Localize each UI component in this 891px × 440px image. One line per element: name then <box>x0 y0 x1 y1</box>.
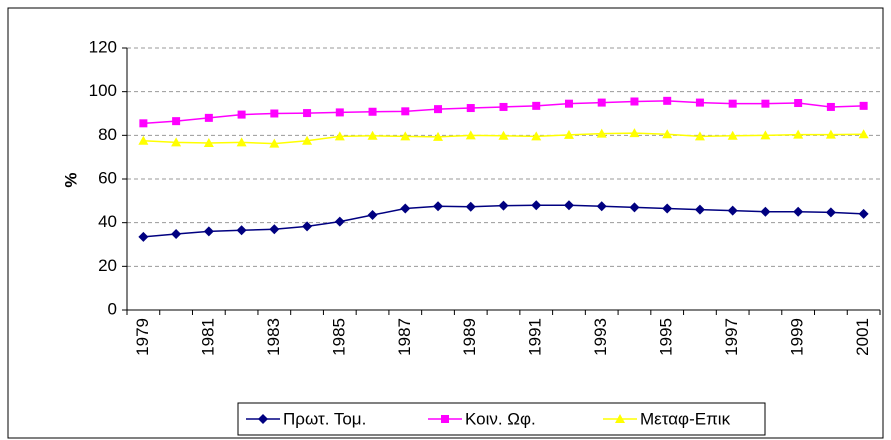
data-point <box>760 130 771 140</box>
data-point <box>334 131 345 141</box>
x-tick-label: 1985 <box>329 318 348 356</box>
data-point <box>302 135 313 145</box>
data-point <box>269 224 280 235</box>
data-point <box>203 137 214 147</box>
data-point <box>630 97 639 106</box>
y-tick-label: 20 <box>98 256 117 275</box>
data-point <box>368 107 377 116</box>
x-tick-label: 1993 <box>591 318 610 356</box>
data-point <box>728 99 737 108</box>
data-point <box>858 129 869 139</box>
legend-marker <box>615 414 625 423</box>
x-tick-label: 1981 <box>198 318 217 356</box>
data-point <box>433 131 444 141</box>
data-point <box>466 104 475 113</box>
data-point <box>793 129 804 139</box>
data-point <box>334 216 345 227</box>
data-point <box>826 102 835 111</box>
data-point <box>138 231 149 242</box>
data-point <box>597 98 606 107</box>
data-point <box>236 225 247 236</box>
x-tick-label: 1995 <box>657 318 676 356</box>
data-point <box>465 130 476 140</box>
data-point <box>335 108 344 117</box>
x-tick-label: 2001 <box>853 318 872 356</box>
data-point <box>760 206 771 217</box>
data-point <box>203 226 214 237</box>
data-point <box>596 128 607 138</box>
data-point <box>563 129 574 139</box>
data-point <box>596 201 607 212</box>
data-point <box>171 137 182 147</box>
data-point <box>172 117 181 126</box>
data-point <box>434 105 443 114</box>
data-point <box>171 229 182 240</box>
data-point <box>531 131 542 141</box>
data-point <box>400 131 411 141</box>
data-point <box>858 208 869 219</box>
y-tick-label: 40 <box>98 212 117 231</box>
data-point <box>694 204 705 215</box>
y-tick-label: 0 <box>108 299 117 318</box>
data-point <box>727 205 738 216</box>
data-point <box>139 119 148 128</box>
data-point <box>401 107 410 116</box>
legend-marker <box>258 414 268 424</box>
data-point <box>629 128 640 138</box>
data-point <box>270 109 279 118</box>
data-point <box>204 113 213 122</box>
legend-box <box>237 402 766 436</box>
data-point <box>302 221 313 232</box>
data-point <box>727 130 738 140</box>
data-point <box>695 98 704 107</box>
data-point <box>400 203 411 214</box>
data-point <box>499 102 508 111</box>
data-point <box>531 200 542 211</box>
data-point <box>694 131 705 141</box>
data-point <box>269 138 280 148</box>
data-point <box>794 99 803 108</box>
data-point <box>825 207 836 218</box>
data-point <box>236 137 247 147</box>
y-tick-label: 120 <box>89 37 117 56</box>
data-point <box>465 201 476 212</box>
legend-label: Πρωτ. Τομ. <box>283 409 366 428</box>
x-tick-label: 1991 <box>526 318 545 356</box>
data-point <box>138 135 149 145</box>
x-tick-label: 1983 <box>264 318 283 356</box>
y-tick-label: 80 <box>98 125 117 144</box>
x-tick-label: 1989 <box>460 318 479 356</box>
y-axis-label: % <box>61 172 80 187</box>
data-point <box>367 210 378 221</box>
y-tick-label: 100 <box>89 81 117 100</box>
data-point <box>532 101 541 110</box>
data-point <box>237 110 246 119</box>
x-tick-label: 1997 <box>722 318 741 356</box>
legend-label: Κοιν. Ωφ. <box>465 409 536 428</box>
data-point <box>793 206 804 217</box>
data-point <box>564 99 573 108</box>
data-point <box>761 99 770 108</box>
data-point <box>629 202 640 213</box>
legend-label: Μεταφ-Επικ <box>640 409 731 428</box>
data-point <box>433 201 444 212</box>
data-point <box>663 96 672 105</box>
data-point <box>498 200 509 211</box>
data-point <box>662 203 673 214</box>
x-tick-label: 1979 <box>133 318 152 356</box>
data-point <box>498 130 509 140</box>
data-point <box>825 129 836 139</box>
x-tick-label: 1999 <box>788 318 807 356</box>
data-point <box>367 130 378 140</box>
x-tick-label: 1987 <box>395 318 414 356</box>
y-tick-label: 60 <box>98 168 117 187</box>
legend-marker <box>441 415 449 423</box>
data-point <box>859 101 868 110</box>
data-point <box>303 109 312 118</box>
data-point <box>563 200 574 211</box>
data-point <box>662 129 673 139</box>
